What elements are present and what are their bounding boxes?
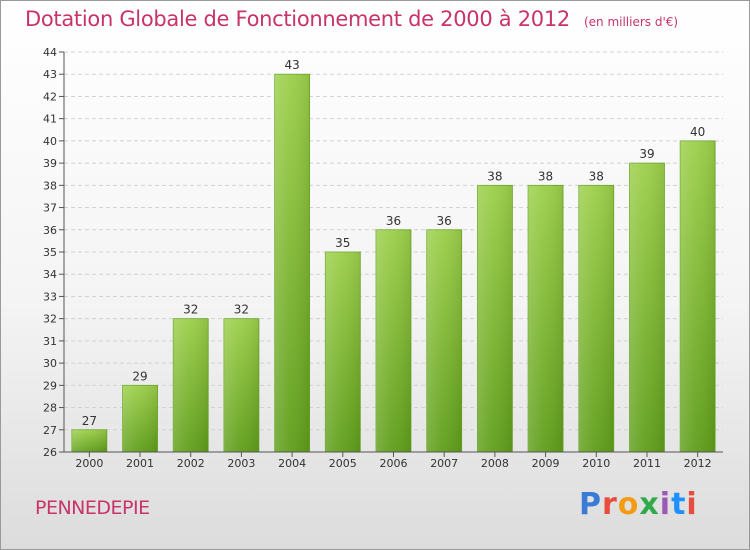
brand-letter: r — [602, 487, 618, 522]
y-tick-label: 34 — [43, 268, 57, 281]
y-tick-label: 44 — [43, 46, 57, 59]
bar-value-label: 38 — [538, 169, 553, 183]
bar-value-label: 29 — [132, 369, 147, 383]
y-tick-label: 30 — [43, 357, 57, 370]
y-tick-label: 42 — [43, 90, 57, 103]
x-tick-label: 2012 — [684, 457, 712, 470]
title-row: Dotation Globale de Fonctionnement de 20… — [25, 7, 678, 31]
x-tick-label: 2004 — [278, 457, 306, 470]
y-tick-label: 29 — [43, 379, 57, 392]
bar-value-label: 32 — [183, 303, 198, 317]
brand-letter: o — [617, 487, 640, 522]
bar-shine — [629, 163, 665, 452]
y-tick-label: 38 — [43, 179, 57, 192]
bar-shine — [223, 318, 259, 452]
bar-value-label: 38 — [487, 169, 502, 183]
y-tick-label: 28 — [43, 402, 57, 415]
y-tick-label: 33 — [43, 290, 57, 303]
x-tick-label: 2003 — [227, 457, 255, 470]
bar-shine — [173, 318, 209, 452]
bar-shine — [528, 185, 564, 453]
bar-value-label: 36 — [386, 214, 401, 228]
bar-value-label: 27 — [82, 414, 97, 428]
x-tick-label: 2005 — [329, 457, 357, 470]
bar-group: 32 — [223, 303, 260, 453]
bar-group: 38 — [476, 169, 513, 453]
bar-group: 29 — [122, 369, 158, 453]
bar-value-label: 40 — [690, 125, 705, 139]
x-tick-label: 2010 — [582, 457, 610, 470]
bar-shine — [426, 229, 462, 452]
bar-shine — [477, 185, 513, 453]
bars: 27 29 32 32 43 35 36 36 38 38 38 39 40 — [71, 58, 716, 453]
x-tick-label: 2009 — [532, 457, 560, 470]
bar-value-label: 35 — [335, 236, 350, 250]
bar-shine — [71, 429, 107, 452]
y-tick-label: 39 — [43, 157, 57, 170]
bar-value-label: 38 — [589, 169, 604, 183]
x-tick-label: 2006 — [380, 457, 408, 470]
y-tick-label: 41 — [43, 113, 57, 126]
y-tick-label: 32 — [43, 313, 57, 326]
bar-group: 39 — [629, 147, 665, 453]
brand-letter: P — [579, 487, 602, 522]
bar-value-label: 32 — [234, 303, 249, 317]
bar-shine — [680, 140, 716, 452]
bar-group: 36 — [426, 214, 463, 453]
brand-letter: x — [639, 487, 660, 522]
bar-group: 43 — [274, 58, 311, 453]
y-tick-label: 36 — [43, 224, 57, 237]
y-tick-label: 37 — [43, 202, 57, 215]
bar-value-label: 39 — [639, 147, 654, 161]
bar-group: 38 — [578, 169, 615, 453]
x-axis: 2000 2001 2002 2003 2004 2005 2006 2007 2008 2009… — [64, 451, 723, 470]
x-tick-label: 2002 — [177, 457, 205, 470]
bar-shine — [325, 252, 361, 452]
bar-group: 40 — [679, 125, 716, 453]
x-tick-label: 2008 — [481, 457, 509, 470]
bar-group: 32 — [172, 303, 209, 453]
bar-group: 27 — [71, 414, 108, 453]
commune-name: PENNEDEPIE — [35, 497, 150, 519]
x-tick-label: 2011 — [633, 457, 661, 470]
brand-letter: i — [659, 487, 672, 522]
bar-shine — [376, 229, 411, 452]
brand-letter: t — [671, 487, 687, 522]
y-tick-label: 43 — [43, 68, 57, 81]
bar-value-label: 43 — [284, 58, 299, 72]
bar-shine — [578, 185, 614, 453]
bar-value-label: 36 — [437, 214, 452, 228]
y-tick-label: 26 — [43, 446, 57, 459]
x-tick-label: 2007 — [430, 457, 458, 470]
bar-shine — [274, 74, 310, 452]
x-tick-label: 2000 — [75, 457, 103, 470]
bar-shine — [122, 385, 158, 452]
chart-title: Dotation Globale de Fonctionnement de 20… — [25, 7, 570, 31]
y-tick-label: 35 — [43, 246, 57, 259]
proxiti-logo[interactable]: Proxiti — [579, 487, 698, 522]
chart-unit: (en milliers d'€) — [583, 15, 679, 29]
bar-group: 36 — [375, 214, 412, 453]
brand-letter: i — [686, 487, 698, 522]
bar-group: 35 — [324, 236, 361, 453]
y-tick-label: 31 — [43, 335, 57, 348]
y-tick-label: 40 — [43, 135, 57, 148]
x-tick-label: 2001 — [126, 457, 154, 470]
bar-group: 38 — [527, 169, 564, 453]
y-axis: 26 27 28 29 30 31 32 33 34 35 36 37 38 39 40 41 42 43 44 — [43, 46, 65, 459]
y-tick-label: 27 — [43, 424, 57, 437]
